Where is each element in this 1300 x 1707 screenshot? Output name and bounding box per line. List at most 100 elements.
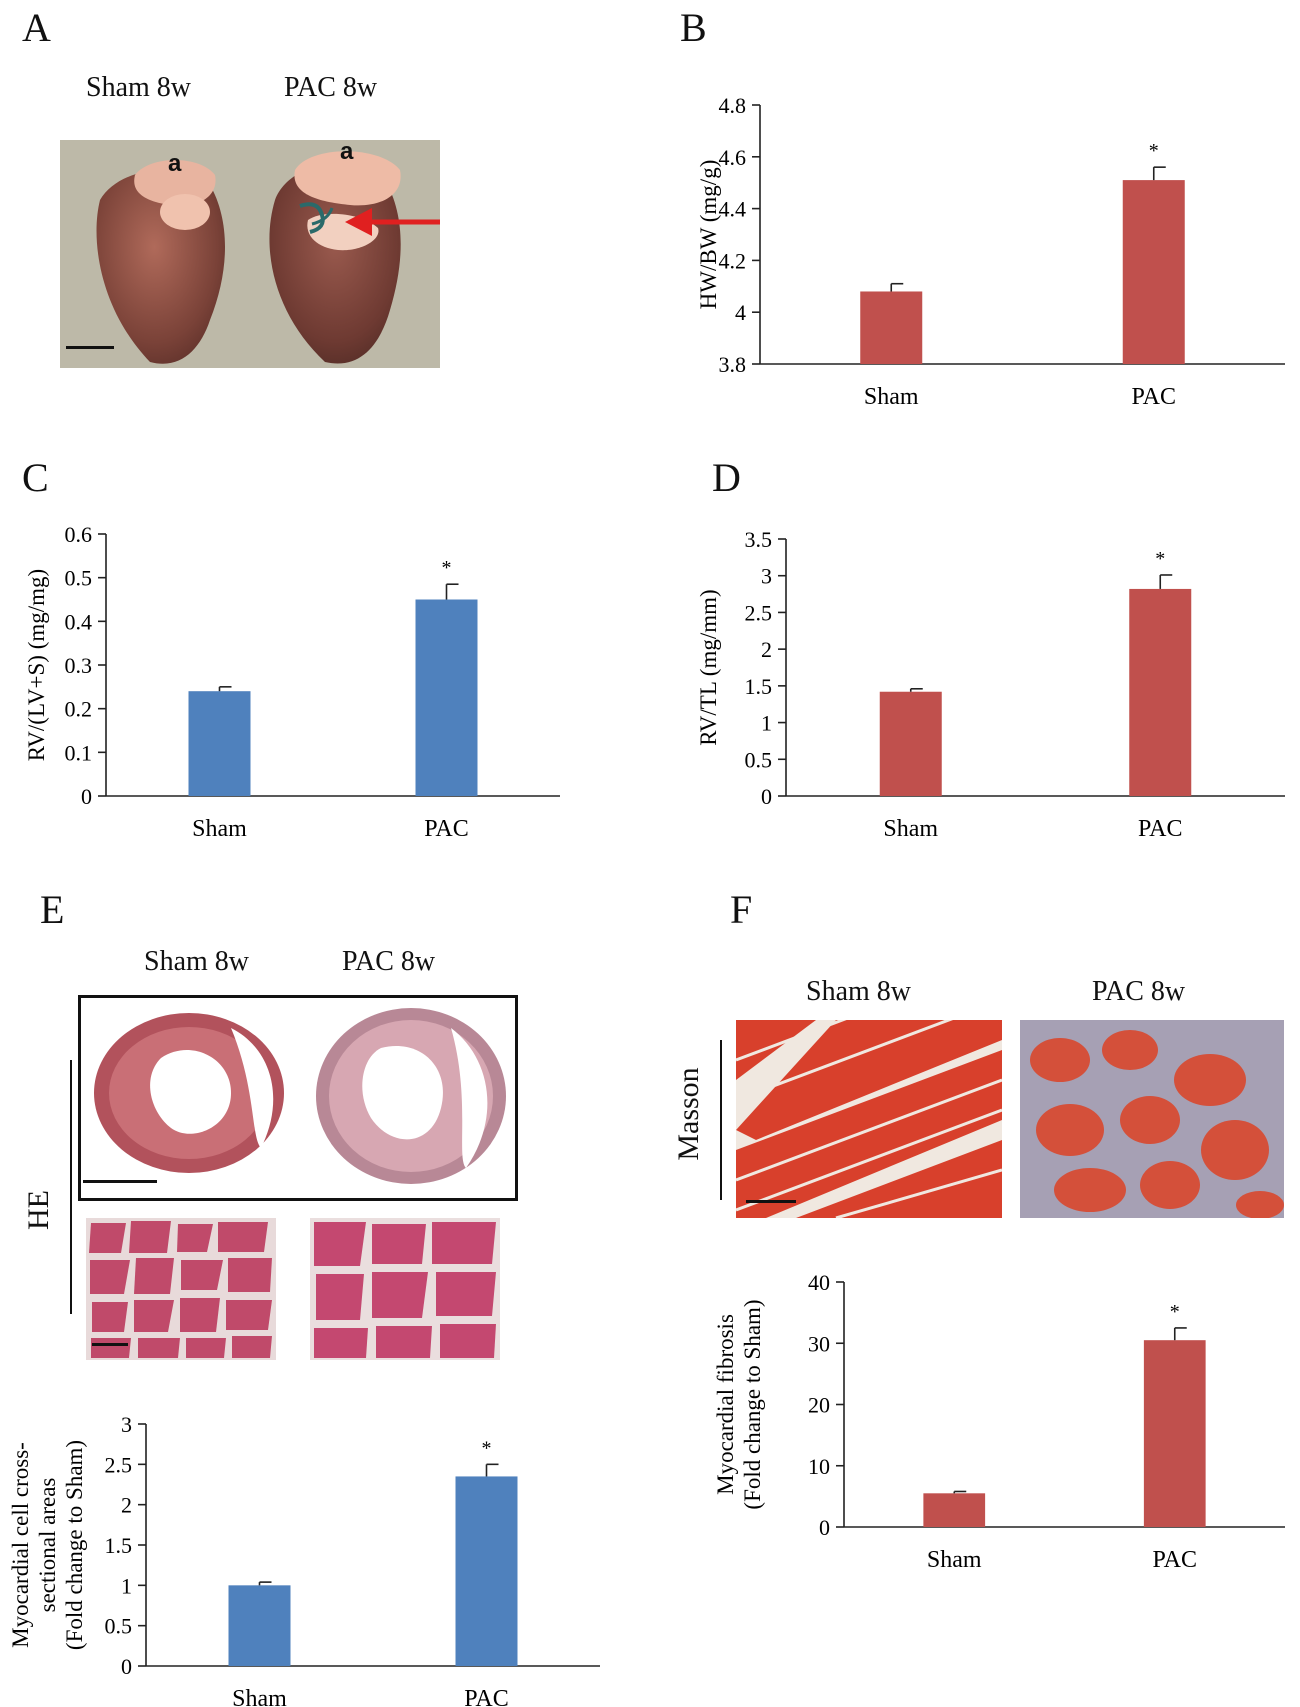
y-axis-label-line: (Fold change to Sham) bbox=[740, 1299, 765, 1509]
x-tick-label-sham: Sham bbox=[883, 816, 938, 842]
y-tick-label: 0 bbox=[121, 1654, 132, 1679]
bar-sham bbox=[228, 1585, 291, 1666]
y-tick-label: 0 bbox=[81, 784, 92, 809]
x-tick-label-pac: PAC bbox=[1132, 384, 1176, 410]
panel-f-label-pac: PAC 8w bbox=[1092, 976, 1186, 1007]
y-tick-label: 20 bbox=[808, 1393, 830, 1418]
y-axis-label: Myocardial cell cross-sectional areas(Fo… bbox=[8, 1440, 87, 1650]
y-tick-label: 10 bbox=[808, 1454, 830, 1479]
y-tick-label: 2 bbox=[121, 1493, 132, 1518]
he-micro-sham bbox=[86, 1218, 276, 1360]
he-micro-pac bbox=[310, 1218, 500, 1360]
y-tick-label: 0.3 bbox=[65, 653, 93, 678]
y-tick-label: 0.5 bbox=[105, 1614, 133, 1639]
panel-e-label-pac: PAC 8w bbox=[342, 946, 436, 977]
panel-e-label-sham: Sham 8w bbox=[144, 946, 249, 977]
heart-photo: a a bbox=[60, 140, 440, 368]
bar-sham bbox=[879, 691, 942, 796]
panel-letter-f: F bbox=[730, 887, 753, 932]
y-tick-label: 0.5 bbox=[65, 566, 93, 591]
y-axis-label-line: RV/TL (mg/mm) bbox=[696, 589, 721, 745]
y-tick-label: 3 bbox=[121, 1412, 132, 1437]
masson-micro-sham bbox=[736, 1020, 1002, 1218]
scale-bar bbox=[66, 346, 114, 349]
panel-a-label-pac: PAC 8w bbox=[284, 72, 378, 103]
y-tick-label: 0.1 bbox=[65, 740, 93, 765]
significance-mark: * bbox=[1170, 1301, 1180, 1323]
bar-pac bbox=[455, 1476, 518, 1666]
panel-letter-e: E bbox=[40, 887, 65, 932]
x-tick-label-sham: Sham bbox=[232, 1686, 287, 1707]
bar-pac bbox=[415, 599, 478, 796]
chart-e: 0 0.5 1 1.5 2 2.5 3 Sham * PAC Myocardial cell cro… bbox=[8, 1412, 600, 1707]
y-axis-label-line: HW/BW (mg/g) bbox=[696, 160, 721, 310]
he-section-scale-bar bbox=[83, 1180, 157, 1183]
y-tick-label: 0 bbox=[819, 1515, 830, 1540]
y-tick-label: 40 bbox=[808, 1270, 830, 1295]
y-tick-label: 3 bbox=[761, 564, 772, 589]
y-axis-label-line: RV/(LV+S) (mg/mg) bbox=[24, 569, 49, 761]
y-tick-label: 0.6 bbox=[65, 522, 93, 547]
masson-micro-pac bbox=[1020, 1020, 1284, 1218]
y-tick-label: 4.2 bbox=[719, 248, 747, 273]
significance-mark: * bbox=[1155, 548, 1165, 570]
y-axis-label: RV/(LV+S) (mg/mg) bbox=[24, 569, 49, 761]
bar-sham bbox=[860, 291, 923, 364]
bar-sham bbox=[188, 691, 251, 796]
x-tick-label-pac: PAC bbox=[1138, 816, 1182, 842]
y-tick-label: 1.5 bbox=[745, 674, 773, 699]
panel-letter-b: B bbox=[680, 5, 707, 50]
panel-letter-a: A bbox=[22, 5, 51, 50]
chart-d: 0 0.5 1 1.5 2 2.5 3 3.5 Sham * PAC RV/TL (mg/mm) bbox=[696, 527, 1285, 842]
x-tick-label-sham: Sham bbox=[192, 816, 247, 842]
panel-letter-d: D bbox=[712, 455, 741, 500]
y-axis-label-line: Myocardial fibrosis bbox=[713, 1314, 738, 1495]
bar-pac bbox=[1122, 180, 1185, 364]
atrium-mark-pac: a bbox=[340, 140, 354, 165]
he-bracket bbox=[70, 1060, 72, 1314]
bar-pac bbox=[1143, 1340, 1206, 1527]
x-tick-label-pac: PAC bbox=[1153, 1547, 1197, 1573]
bar-sham bbox=[923, 1493, 986, 1527]
panel-a-label-sham: Sham 8w bbox=[86, 72, 191, 103]
y-tick-label: 4 bbox=[735, 300, 746, 325]
y-tick-label: 0.2 bbox=[65, 697, 93, 722]
y-tick-label: 1.5 bbox=[105, 1533, 133, 1558]
chart-f: 0 10 20 30 40 Sham * PAC Myocardial fibrosis(Fol… bbox=[713, 1270, 1285, 1573]
bar-pac bbox=[1129, 588, 1192, 796]
y-tick-label: 2.5 bbox=[105, 1452, 133, 1477]
x-tick-label-pac: PAC bbox=[464, 1686, 508, 1707]
y-tick-label: 4.6 bbox=[719, 145, 747, 170]
y-tick-label: 2 bbox=[761, 637, 772, 662]
y-tick-label: 3.5 bbox=[745, 527, 773, 552]
y-axis-label: Myocardial fibrosis(Fold change to Sham) bbox=[713, 1299, 765, 1509]
y-tick-label: 3.8 bbox=[719, 352, 747, 377]
y-tick-label: 4.8 bbox=[719, 93, 747, 118]
significance-mark: * bbox=[1149, 140, 1159, 162]
y-tick-label: 1 bbox=[761, 711, 772, 736]
y-tick-label: 0 bbox=[761, 784, 772, 809]
y-tick-label: 2.5 bbox=[745, 600, 773, 625]
masson-bracket bbox=[720, 1040, 722, 1200]
he-micro-scale-bar bbox=[92, 1343, 128, 1346]
x-tick-label-sham: Sham bbox=[864, 384, 919, 410]
atrium-mark-sham: a bbox=[168, 150, 182, 177]
masson-scale-bar bbox=[746, 1200, 796, 1203]
y-axis-label-line: (Fold change to Sham) bbox=[62, 1440, 87, 1650]
panel-f-label-sham: Sham 8w bbox=[806, 976, 911, 1007]
significance-mark: * bbox=[442, 557, 452, 579]
y-axis-label-line: sectional areas bbox=[35, 1478, 60, 1613]
y-tick-label: 1 bbox=[121, 1573, 132, 1598]
y-axis-label: HW/BW (mg/g) bbox=[696, 160, 721, 310]
y-tick-label: 0.5 bbox=[745, 747, 773, 772]
significance-mark: * bbox=[482, 1437, 492, 1459]
x-tick-label-sham: Sham bbox=[927, 1547, 982, 1573]
x-tick-label-pac: PAC bbox=[424, 816, 468, 842]
y-tick-label: 30 bbox=[808, 1331, 830, 1356]
chart-b: 3.8 4 4.2 4.4 4.6 4.8 Sham * PAC HW/BW (mg/g) bbox=[696, 93, 1285, 410]
chart-c: 0 0.1 0.2 0.3 0.4 0.5 0.6 Sham * PAC RV/(LV+S) (mg… bbox=[24, 522, 560, 842]
y-tick-label: 0.4 bbox=[65, 609, 93, 634]
panel-letter-c: C bbox=[22, 455, 49, 500]
y-tick-label: 4.4 bbox=[719, 197, 747, 222]
